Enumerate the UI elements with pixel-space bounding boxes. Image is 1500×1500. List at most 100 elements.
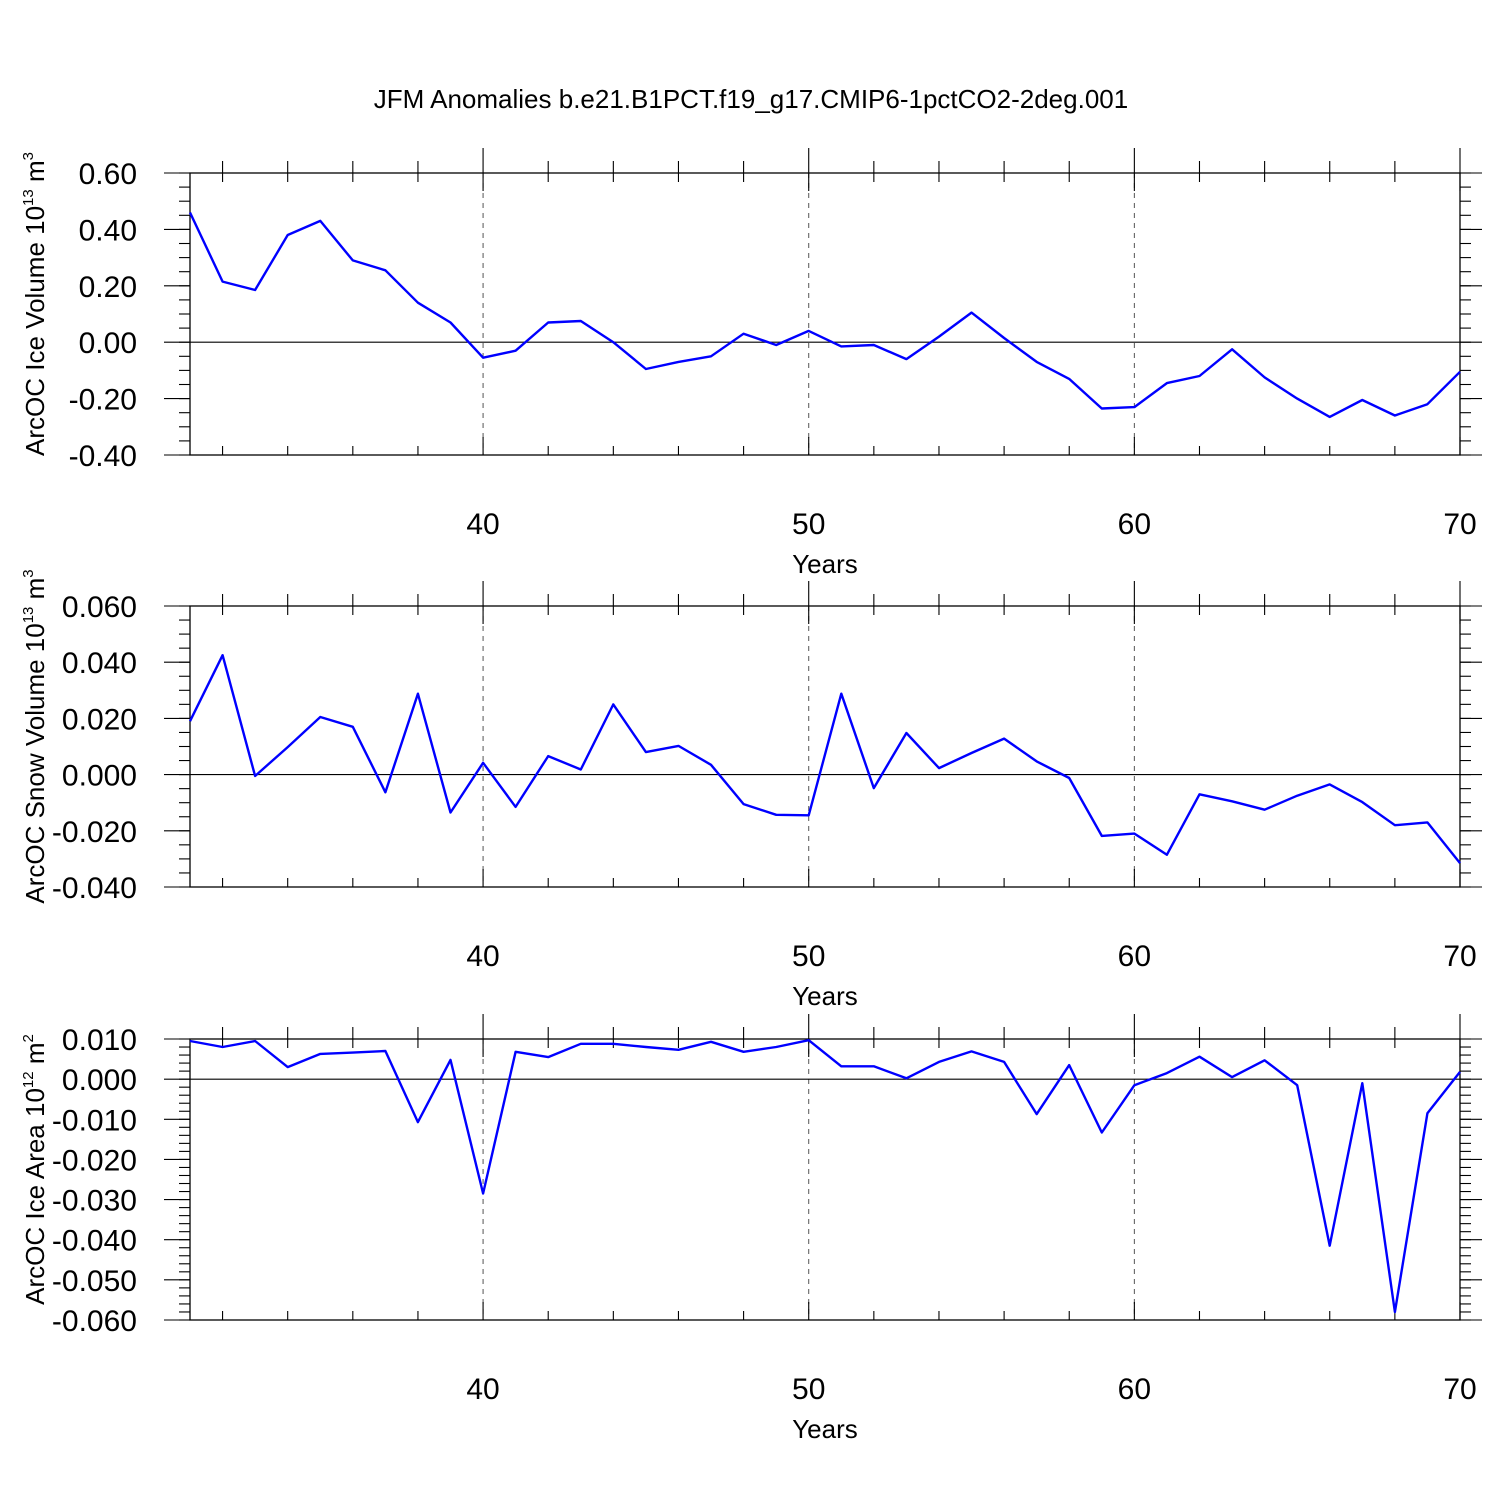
- y-tick-label: -0.020: [52, 816, 137, 849]
- data-point: [1002, 1060, 1006, 1064]
- data-point: [1360, 800, 1364, 804]
- data-point: [286, 233, 290, 237]
- y-axis-label: ArcOC Snow Volume 1013 m3: [20, 569, 50, 903]
- data-point: [579, 1042, 583, 1046]
- data-point: [416, 301, 420, 305]
- data-point: [1425, 820, 1429, 824]
- x-axis-label: Years: [792, 549, 858, 579]
- data-point: [742, 332, 746, 336]
- data-point: [1230, 799, 1234, 803]
- x-tick-label: 50: [792, 508, 825, 541]
- data-point: [546, 754, 550, 758]
- data-point: [1263, 808, 1267, 812]
- series-line-ice-volume: [188, 211, 1461, 419]
- data-point: [1393, 823, 1397, 827]
- data-point: [1165, 853, 1169, 857]
- x-tick-label: 60: [1118, 508, 1151, 541]
- data-point: [351, 1051, 355, 1055]
- x-tick-label: 50: [792, 940, 825, 973]
- data-point: [221, 653, 225, 657]
- data-point: [1100, 1131, 1104, 1135]
- data-point: [1393, 414, 1397, 418]
- y-tick-label: 0.60: [79, 158, 137, 191]
- data-point: [872, 343, 876, 347]
- data-point: [514, 1050, 518, 1054]
- data-point: [937, 335, 941, 339]
- data-point: [481, 761, 485, 765]
- data-point: [709, 763, 713, 767]
- data-point: [579, 768, 583, 772]
- x-tick-label: 40: [466, 1373, 499, 1406]
- data-point: [1132, 405, 1136, 409]
- data-point: [1132, 1083, 1136, 1087]
- data-point: [1035, 360, 1039, 364]
- data-point: [1165, 1071, 1169, 1075]
- y-tick-label: -0.40: [69, 440, 137, 473]
- x-tick-label: 70: [1443, 940, 1476, 973]
- y-tick-label: 0.040: [62, 647, 137, 680]
- data-point: [318, 1052, 322, 1056]
- data-point: [416, 1120, 420, 1124]
- y-tick-label: -0.20: [69, 384, 137, 417]
- data-point: [676, 744, 680, 748]
- data-point: [742, 1050, 746, 1054]
- data-point: [970, 311, 974, 315]
- x-axis-label: Years: [792, 981, 858, 1011]
- data-point: [872, 1064, 876, 1068]
- data-point: [449, 320, 453, 324]
- x-tick-label: 40: [466, 508, 499, 541]
- data-point: [351, 258, 355, 262]
- data-point: [872, 786, 876, 790]
- data-point: [676, 1048, 680, 1052]
- y-tick-label: 0.060: [62, 591, 137, 624]
- panel-snow-volume: 40 50 60 70 0.060 0.040 0.020 0.000 -0.020 -0.040…: [20, 569, 1482, 1011]
- data-point: [514, 349, 518, 353]
- data-point: [774, 813, 778, 817]
- y-tick-label: 0.020: [62, 703, 137, 736]
- data-point: [807, 813, 811, 817]
- data-point: [1328, 415, 1332, 419]
- data-point: [611, 702, 615, 706]
- data-point: [839, 1064, 843, 1068]
- data-point: [1263, 375, 1267, 379]
- y-tick-label: -0.020: [52, 1144, 137, 1177]
- y-tick-label: -0.060: [52, 1305, 137, 1338]
- data-point: [1165, 381, 1169, 385]
- data-point: [253, 288, 257, 292]
- data-point: [1295, 397, 1299, 401]
- plot-frame: [189, 1038, 1461, 1321]
- x-tick-label: 60: [1118, 940, 1151, 973]
- data-point: [611, 340, 615, 344]
- data-point: [1425, 402, 1429, 406]
- panel-ice-volume: 40 50 60 70 0.60 0.40 0.20 0.00 -0.20 -0.40 Years A…: [20, 148, 1482, 579]
- plot-frame: [189, 605, 1461, 888]
- figure-title: JFM Anomalies b.e21.B1PCT.f19_g17.CMIP6-…: [374, 84, 1128, 114]
- x-tick-label: 50: [792, 1373, 825, 1406]
- series-line-ice-area: [189, 1038, 1461, 1314]
- data-point: [188, 719, 192, 723]
- data-point: [1197, 374, 1201, 378]
- data-point: [1458, 1070, 1462, 1074]
- data-point: [1295, 794, 1299, 798]
- data-point: [481, 356, 485, 360]
- data-point: [253, 774, 257, 778]
- data-point: [937, 766, 941, 770]
- data-point: [904, 357, 908, 361]
- data-point: [188, 1039, 192, 1043]
- data-point: [644, 367, 648, 371]
- data-point: [1230, 1075, 1234, 1079]
- data-point: [1328, 1244, 1332, 1248]
- data-point: [1458, 861, 1462, 865]
- y-axis-label: ArcOC Ice Area 1012 m2: [20, 1034, 50, 1305]
- data-point: [221, 280, 225, 284]
- data-point: [839, 692, 843, 696]
- data-point: [644, 750, 648, 754]
- data-point: [1263, 1058, 1267, 1062]
- x-axis-label: Years: [792, 1414, 858, 1444]
- y-tick-label: 0.010: [62, 1024, 137, 1057]
- data-point: [383, 1049, 387, 1053]
- y-axis-label: ArcOC Ice Volume 1013 m3: [20, 152, 50, 456]
- data-point: [807, 1038, 811, 1042]
- y-tick-label: -0.050: [52, 1265, 137, 1298]
- data-point: [416, 692, 420, 696]
